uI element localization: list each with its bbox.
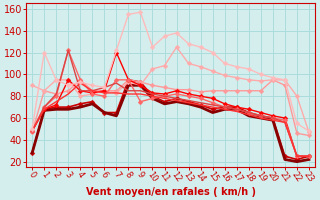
X-axis label: Vent moyen/en rafales ( km/h ): Vent moyen/en rafales ( km/h ) bbox=[85, 187, 256, 197]
